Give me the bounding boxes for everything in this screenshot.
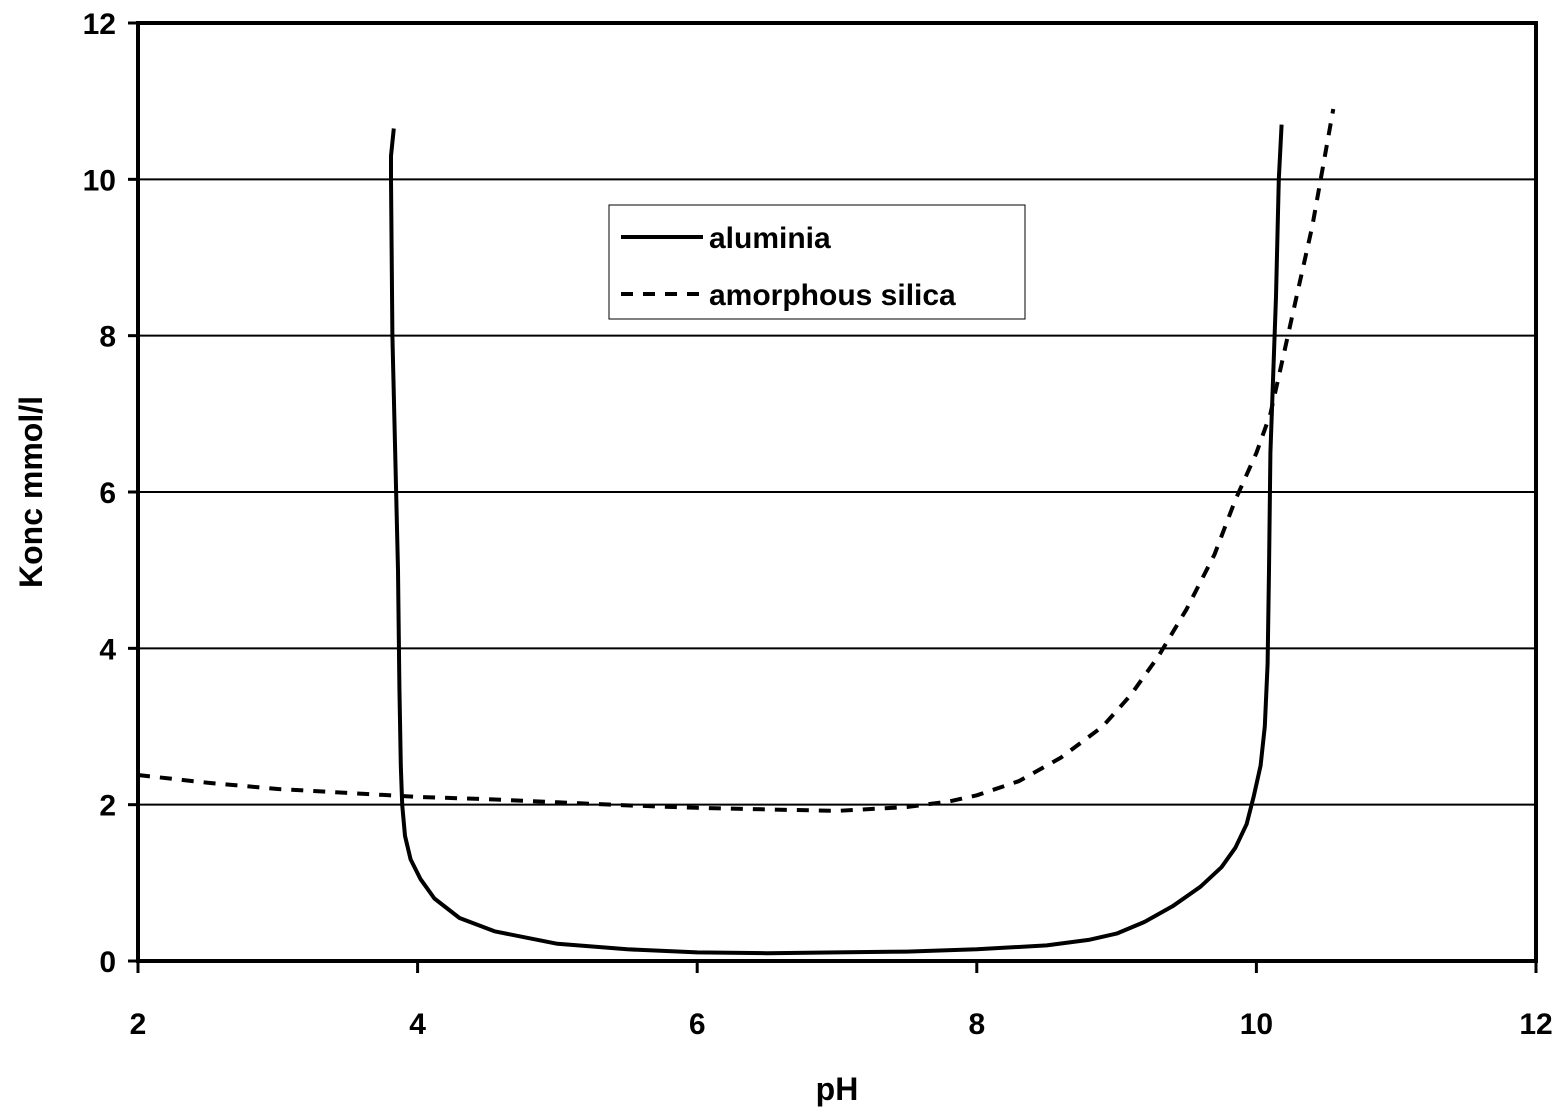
axis-ticks [128,21,1538,973]
x-tick-label: 10 [1240,1008,1273,1041]
x-axis-title: pH [816,1071,859,1107]
legend-label-amorphous-silica: amorphous silica [709,279,956,312]
grid-lines [138,178,1536,806]
x-tick-label: 8 [968,1008,985,1041]
x-tick-label: 6 [689,1008,706,1041]
y-tick-label: 6 [99,477,116,510]
legend-box [608,204,1026,320]
x-tick-label: 12 [1519,1008,1552,1041]
plot-series [137,108,1336,956]
x-tick-label: 2 [130,1008,147,1041]
series-line-aluminia [389,124,1284,956]
y-axis-title: Konc mmol/l [13,396,49,588]
legend: aluminia amorphous silica [608,204,1026,320]
x-tick-label: 4 [409,1008,426,1041]
series-line-amorphous-silica [137,108,1336,813]
y-tick-label: 4 [99,633,116,666]
y-tick-label: 8 [99,321,116,354]
legend-label-aluminia: aluminia [709,222,831,255]
y-tick-label: 2 [99,790,116,823]
y-tick-label: 0 [99,946,116,979]
y-tick-label: 10 [83,164,116,197]
y-tick-label: 12 [83,8,116,41]
